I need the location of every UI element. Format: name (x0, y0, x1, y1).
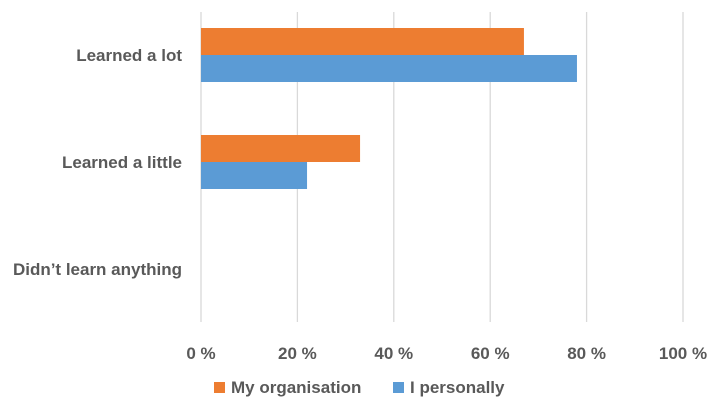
x-tick-label: 100 % (659, 344, 707, 363)
bar-my-organisation-0 (201, 28, 524, 55)
legend-swatch (214, 382, 225, 393)
x-tick-label: 0 % (186, 344, 215, 363)
x-tick-label: 60 % (471, 344, 510, 363)
legend-item: I personally (393, 378, 505, 397)
bar-i-personally-1 (201, 162, 308, 189)
legend-label: I personally (410, 378, 505, 397)
category-label: Didn’t learn anything (13, 260, 182, 279)
category-labels: Learned a lot Learned a little Didn’t lear… (13, 46, 182, 279)
legend-item: My organisation (214, 378, 361, 397)
category-label: Learned a lot (76, 46, 182, 65)
x-tick-label: 40 % (374, 344, 413, 363)
bars (201, 28, 577, 189)
bar-my-organisation-1 (201, 135, 361, 162)
legend: My organisation I personally (214, 378, 505, 397)
x-tick-label: 20 % (278, 344, 317, 363)
legend-swatch (393, 382, 404, 393)
category-label: Learned a little (62, 153, 182, 172)
bar-i-personally-0 (201, 55, 577, 82)
legend-label: My organisation (231, 378, 361, 397)
x-axis-tick-labels: 0 % 20 % 40 % 60 % 80 % 100 % (186, 344, 707, 363)
x-tick-label: 80 % (567, 344, 606, 363)
